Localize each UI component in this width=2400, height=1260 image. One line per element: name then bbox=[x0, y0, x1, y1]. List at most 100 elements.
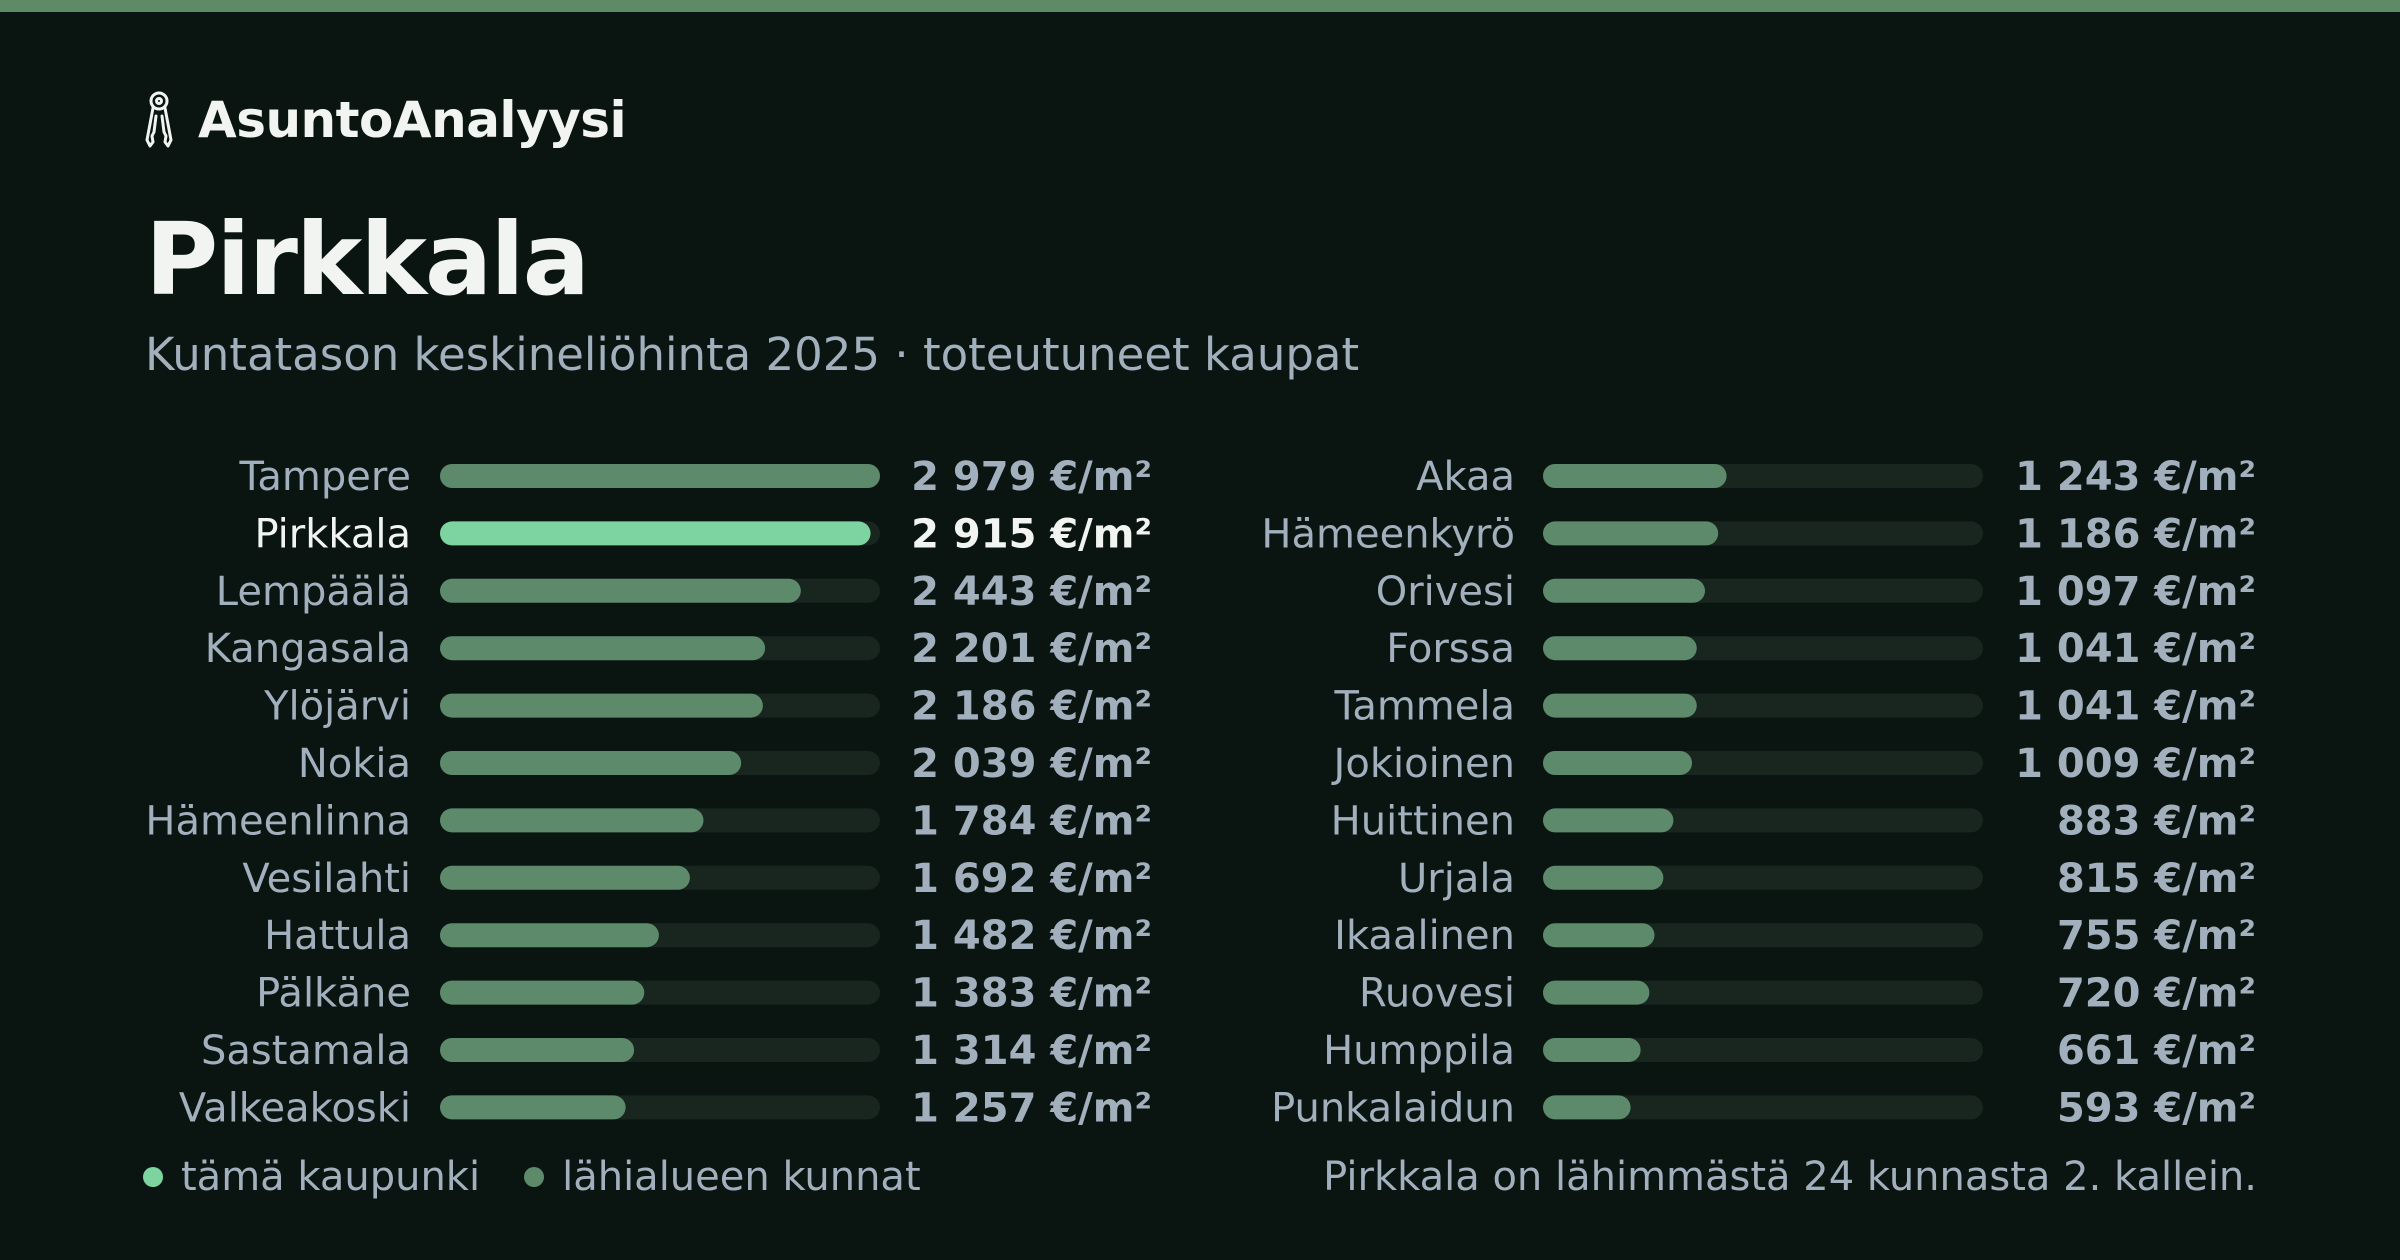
category-label-21: Ikaalinen bbox=[1334, 913, 1515, 959]
bar-track-7 bbox=[440, 808, 880, 833]
bar-track-14 bbox=[1543, 521, 1983, 546]
value-label-23: 661 €/m² bbox=[2057, 1028, 2256, 1074]
category-label-14: Hämeenkyrö bbox=[1261, 511, 1515, 557]
bar-6 bbox=[440, 751, 742, 775]
category-label-15: Orivesi bbox=[1376, 569, 1515, 615]
keys-icon bbox=[140, 90, 178, 150]
bar-track-19 bbox=[1543, 808, 1983, 833]
bar-5 bbox=[440, 693, 763, 718]
bar-18 bbox=[1543, 751, 1693, 775]
category-label-3: Lempäälä bbox=[216, 569, 411, 615]
footnote: Pirkkala on lähimmästä 24 kunnasta 2. ka… bbox=[1323, 1154, 2257, 1200]
brand: AsuntoAnalyysi bbox=[140, 90, 627, 150]
category-label-19: Huittinen bbox=[1331, 798, 1515, 844]
value-label-17: 1 041 €/m² bbox=[2015, 684, 2256, 730]
bar-20 bbox=[1543, 865, 1664, 890]
bar-highlight bbox=[440, 521, 871, 546]
bar-track-17 bbox=[1543, 693, 1983, 718]
category-label-22: Ruovesi bbox=[1359, 971, 1515, 1017]
value-label-24: 593 €/m² bbox=[2057, 1085, 2256, 1131]
bar-9 bbox=[440, 923, 659, 948]
bar-7 bbox=[440, 808, 704, 833]
bar-track-24 bbox=[1543, 1095, 1983, 1120]
bar-1 bbox=[440, 464, 880, 488]
value-label-6: 2 039 €/m² bbox=[911, 741, 1152, 787]
bar-track-18 bbox=[1543, 751, 1983, 775]
bar-16 bbox=[1543, 636, 1697, 661]
bar-13 bbox=[1543, 464, 1727, 488]
category-label-4: Kangasala bbox=[205, 626, 411, 672]
bar-3 bbox=[440, 578, 801, 603]
legend-item-neighbors: lähialueen kunnat bbox=[524, 1154, 921, 1200]
bar-track-16 bbox=[1543, 636, 1983, 661]
bar-track-8 bbox=[440, 865, 880, 890]
category-label-5: Ylöjärvi bbox=[263, 684, 411, 730]
bar-track-12 bbox=[440, 1095, 880, 1120]
bar-4 bbox=[440, 636, 766, 661]
value-label-7: 1 784 €/m² bbox=[911, 798, 1152, 844]
category-label-13: Akaa bbox=[1416, 454, 1515, 500]
value-label-1: 2 979 €/m² bbox=[911, 454, 1152, 500]
bar-track-22 bbox=[1543, 980, 1983, 1005]
value-label-14: 1 186 €/m² bbox=[2015, 511, 2256, 557]
bar-track-9 bbox=[440, 923, 880, 948]
bar-track-15 bbox=[1543, 578, 1983, 603]
bar-10 bbox=[440, 980, 645, 1005]
bar-15 bbox=[1543, 578, 1706, 603]
value-label-9: 1 482 €/m² bbox=[911, 913, 1152, 959]
legend-item-current: tämä kaupunki bbox=[143, 1154, 480, 1200]
category-label-7: Hämeenlinna bbox=[145, 798, 411, 844]
bar-track-20 bbox=[1543, 865, 1983, 890]
value-label-5: 2 186 €/m² bbox=[911, 684, 1152, 730]
category-label-18: Jokioinen bbox=[1331, 741, 1515, 787]
category-label-16: Forssa bbox=[1386, 626, 1515, 672]
category-label-20: Urjala bbox=[1398, 856, 1515, 902]
page-subtitle: Kuntatason keskineliöhinta 2025 · toteut… bbox=[145, 328, 1360, 381]
value-label-22: 720 €/m² bbox=[2057, 971, 2256, 1017]
category-label-6: Nokia bbox=[298, 741, 411, 787]
category-label-12: Valkeakoski bbox=[179, 1085, 411, 1131]
category-label-24: Punkalaidun bbox=[1271, 1085, 1515, 1131]
bar-19 bbox=[1543, 808, 1674, 833]
brand-name: AsuntoAnalyysi bbox=[198, 91, 627, 149]
legend: tämä kaupunki lähialueen kunnat bbox=[143, 1152, 965, 1202]
legend-label-current: tämä kaupunki bbox=[181, 1154, 481, 1200]
bar-23 bbox=[1543, 1038, 1641, 1062]
value-label-11: 1 314 €/m² bbox=[911, 1028, 1152, 1074]
bar-track-5 bbox=[440, 693, 880, 718]
bar-track-11 bbox=[440, 1038, 880, 1062]
bar-track-1 bbox=[440, 464, 880, 488]
bar-14 bbox=[1543, 521, 1719, 546]
category-label-8: Vesilahti bbox=[242, 856, 411, 902]
bar-12 bbox=[440, 1095, 626, 1120]
bar-track-6 bbox=[440, 751, 880, 775]
bar-11 bbox=[440, 1038, 635, 1062]
bar-22 bbox=[1543, 980, 1650, 1005]
bar-17 bbox=[1543, 693, 1697, 718]
category-label-10: Pälkäne bbox=[256, 971, 411, 1017]
category-label-17: Tammela bbox=[1334, 684, 1516, 730]
bar-track-4 bbox=[440, 636, 880, 661]
value-label-8: 1 692 €/m² bbox=[911, 856, 1152, 902]
value-label-3: 2 443 €/m² bbox=[911, 569, 1152, 615]
value-label-18: 1 009 €/m² bbox=[2015, 741, 2256, 787]
legend-dot-neighbors bbox=[524, 1167, 545, 1187]
category-label-2: Pirkkala bbox=[254, 511, 411, 557]
legend-dot-current bbox=[143, 1167, 163, 1187]
bar-track-2 bbox=[440, 521, 880, 546]
value-label-13: 1 243 €/m² bbox=[2015, 454, 2256, 500]
value-label-4: 2 201 €/m² bbox=[911, 626, 1152, 672]
value-label-10: 1 383 €/m² bbox=[911, 971, 1152, 1017]
page-title: Pirkkala bbox=[145, 201, 590, 318]
category-label-1: Tampere bbox=[239, 454, 411, 500]
value-label-15: 1 097 €/m² bbox=[2015, 569, 2256, 615]
category-label-9: Hattula bbox=[264, 913, 411, 959]
bar-track-3 bbox=[440, 578, 880, 603]
bar-21 bbox=[1543, 923, 1655, 948]
value-label-2: 2 915 €/m² bbox=[911, 511, 1152, 557]
bar-track-10 bbox=[440, 980, 880, 1005]
value-label-12: 1 257 €/m² bbox=[911, 1085, 1152, 1131]
value-label-16: 1 041 €/m² bbox=[2015, 626, 2256, 672]
bar-track-13 bbox=[1543, 464, 1983, 488]
